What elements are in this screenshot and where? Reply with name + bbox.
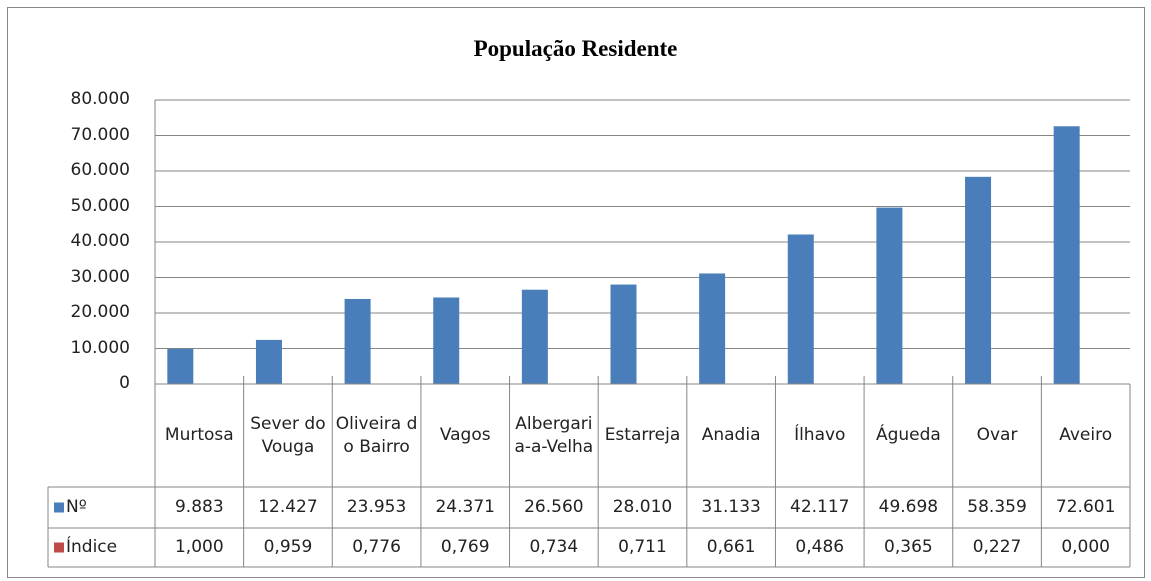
- y-tick-label: 70.000: [70, 124, 130, 145]
- table-value: 12.427: [258, 497, 318, 518]
- category-label: Ovar: [976, 425, 1018, 446]
- category-label: Albergaria-a-Velha: [514, 414, 594, 457]
- table-value: 24.371: [435, 497, 495, 518]
- bar: [610, 284, 637, 384]
- y-tick-label: 30.000: [70, 266, 130, 287]
- table-value: 72.601: [1055, 497, 1116, 518]
- y-tick-label: 40.000: [70, 231, 130, 251]
- y-tick-label: 10.000: [70, 337, 130, 358]
- y-tick-label: 20.000: [70, 302, 130, 322]
- bar: [699, 273, 726, 384]
- table-value: 42.117: [790, 497, 850, 518]
- bar: [167, 348, 194, 384]
- bar: [965, 176, 992, 384]
- category-label: Águeda: [875, 425, 941, 446]
- y-tick-label: 50.000: [70, 195, 130, 216]
- y-tick-label: 60.000: [70, 160, 130, 180]
- table-value: 23.953: [346, 497, 407, 518]
- category-label: Estarreja: [604, 425, 681, 446]
- y-tick-label: 0: [119, 373, 130, 393]
- bar: [787, 234, 814, 384]
- table-value: 0,711: [618, 537, 667, 558]
- table-value: 0,365: [884, 537, 933, 558]
- category-label: Ílhavo: [794, 425, 846, 446]
- table-value: 0,769: [440, 537, 490, 558]
- table-value: 0,661: [706, 537, 756, 558]
- category-label: Oliveira do Bairro: [335, 414, 418, 457]
- table-value: 31.133: [701, 497, 761, 518]
- legend-key: [54, 502, 64, 513]
- bar: [521, 289, 548, 384]
- table-value: 0,000: [1061, 537, 1110, 558]
- legend-label: Nº: [66, 497, 87, 518]
- table-value: 1,000: [174, 537, 224, 558]
- table-value: 0,734: [529, 537, 579, 558]
- bar: [344, 298, 371, 384]
- table-value: 0,776: [352, 537, 401, 558]
- category-label: Aveiro: [1059, 425, 1113, 446]
- table-value: 0,227: [972, 537, 1022, 558]
- category-label: Anadia: [701, 425, 761, 446]
- table-value: 9.883: [174, 497, 224, 518]
- table-value: 49.698: [878, 497, 939, 518]
- category-label: Murtosa: [164, 425, 234, 446]
- table-value: 28.010: [612, 497, 673, 518]
- bar: [876, 207, 903, 384]
- y-tick-label: 80.000: [70, 89, 130, 109]
- table-value: 26.560: [524, 497, 584, 518]
- category-label: Sever do Vouga: [250, 414, 326, 457]
- chart-title: População Residente: [473, 36, 678, 61]
- category-label: Vagos: [439, 425, 491, 446]
- table-value: 0,486: [795, 537, 845, 558]
- legend-label: Índice: [66, 537, 118, 558]
- legend-key: [54, 542, 64, 553]
- bar: [1053, 126, 1080, 384]
- bar: [433, 297, 460, 384]
- chart-border: [7, 7, 1145, 578]
- table-value: 0,959: [263, 537, 313, 558]
- bar: [255, 339, 282, 384]
- table-value: 58.359: [967, 497, 1027, 518]
